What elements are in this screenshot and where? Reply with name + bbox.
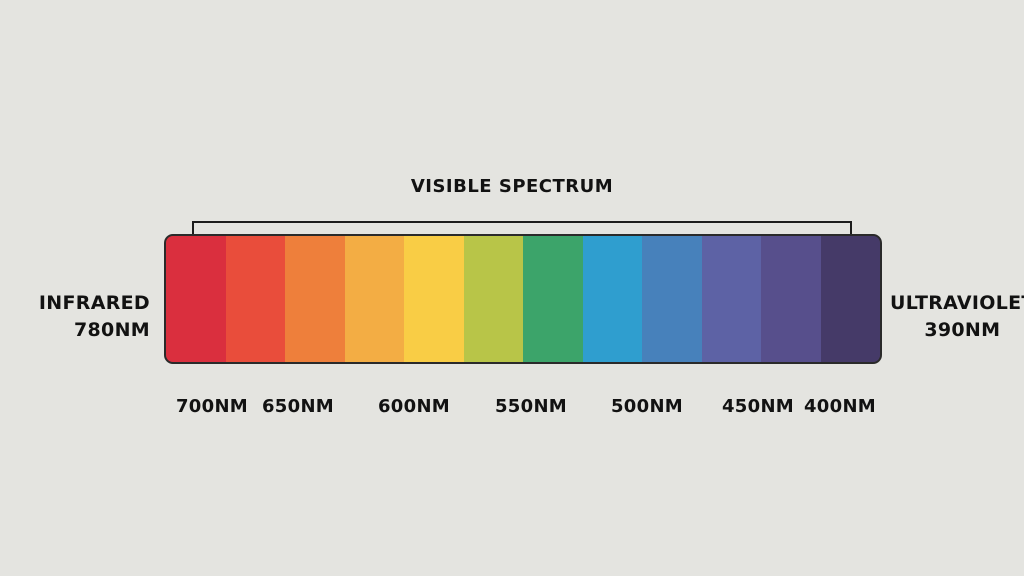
ultraviolet-label: ULTRAVIOLET 390NM bbox=[890, 290, 1024, 344]
spectrum-band bbox=[463, 236, 523, 362]
spectrum-band bbox=[285, 236, 345, 362]
spectrum-band bbox=[701, 236, 761, 362]
tick-label: 600NM bbox=[377, 396, 451, 417]
spectrum-band bbox=[761, 236, 821, 362]
infrared-name: INFRARED bbox=[38, 292, 150, 314]
spectrum-band bbox=[642, 236, 702, 362]
ultraviolet-wavelength: 390NM bbox=[924, 319, 1001, 341]
spectrum-band bbox=[344, 236, 404, 362]
tick-label: 700NM bbox=[175, 396, 249, 417]
spectrum-band bbox=[820, 236, 880, 362]
spectrum-bar bbox=[164, 234, 882, 364]
spectrum-band bbox=[582, 236, 642, 362]
tick-label: 550NM bbox=[494, 396, 568, 417]
spectrum-band bbox=[166, 236, 226, 362]
tick-label: 500NM bbox=[610, 396, 684, 417]
tick-label: 400NM bbox=[803, 396, 877, 417]
spectrum-band bbox=[404, 236, 464, 362]
spectrum-band bbox=[225, 236, 285, 362]
tick-label: 450NM bbox=[721, 396, 795, 417]
infrared-wavelength: 780NM bbox=[74, 319, 150, 341]
tick-label: 650NM bbox=[261, 396, 335, 417]
ultraviolet-name: ULTRAVIOLET bbox=[890, 292, 1024, 314]
visible-range-bracket bbox=[192, 221, 852, 234]
spectrum-band bbox=[523, 236, 583, 362]
infrared-label: INFRARED 780NM bbox=[39, 290, 150, 344]
diagram-title: VISIBLE SPECTRUM bbox=[410, 176, 614, 197]
